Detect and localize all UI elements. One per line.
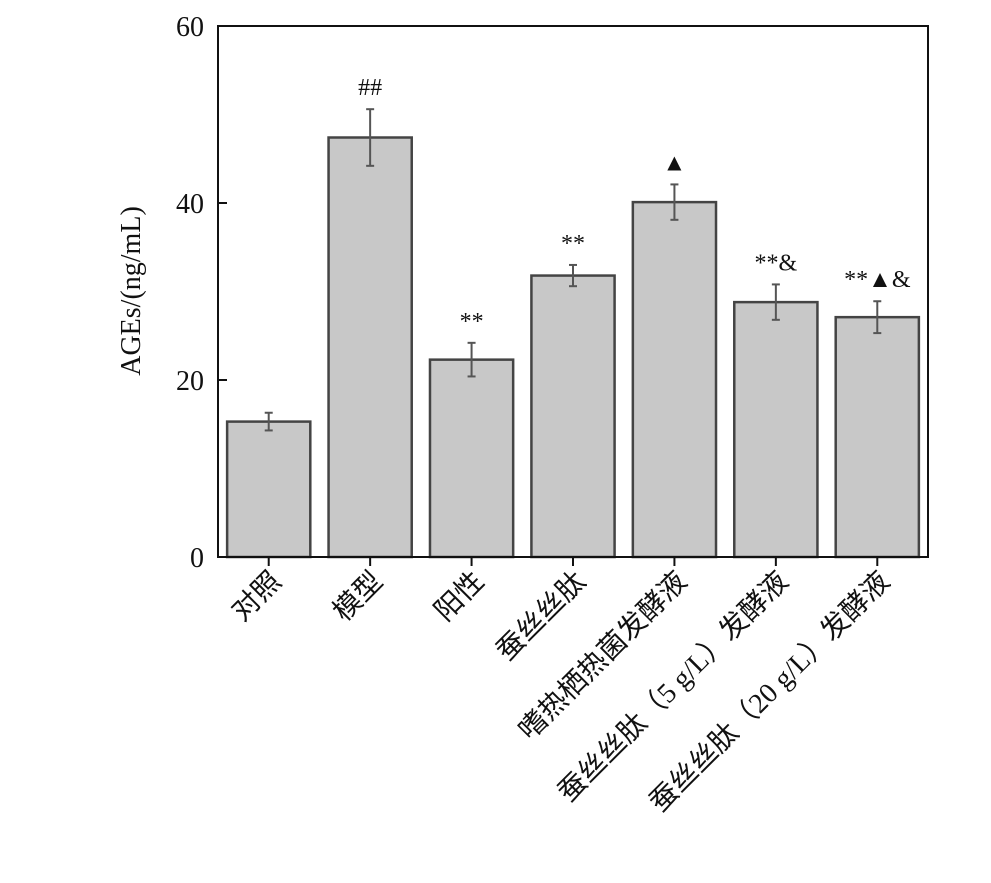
bar [631,200,718,559]
significance-mark: ▲ [663,150,687,176]
bar [225,420,312,559]
plot-frame [217,25,929,558]
bar [834,315,921,559]
significance-mark: **▲& [844,267,911,293]
y-tick-label: 60 [176,12,204,43]
significance-mark: ## [358,75,382,101]
category-label: 对照 [225,565,287,627]
category-label: 模型 [327,565,389,627]
y-tick-label: 40 [176,189,204,220]
bar [327,136,413,559]
error-bars-group [264,108,882,432]
y-tick-label: 20 [176,366,204,397]
y-tick-label: 0 [190,543,204,574]
significance-mark: ** [561,231,585,257]
significance-mark: ** [460,309,484,335]
significance-labels: ## ** ** ▲ **& **▲& [358,75,911,335]
category-label: 阳性 [428,565,490,627]
bars-group [225,136,921,559]
bar [530,274,616,559]
y-axis-label: AGEs/(ng/mL) [116,206,147,376]
category-label: 蚕丝丝肽 [490,565,592,667]
category-label: 嗜热栖热菌发酵液 [512,565,693,746]
bar [428,358,515,559]
bar [733,300,819,559]
y-axis: 0 20 40 60 [176,12,227,574]
significance-mark: **& [755,250,798,276]
